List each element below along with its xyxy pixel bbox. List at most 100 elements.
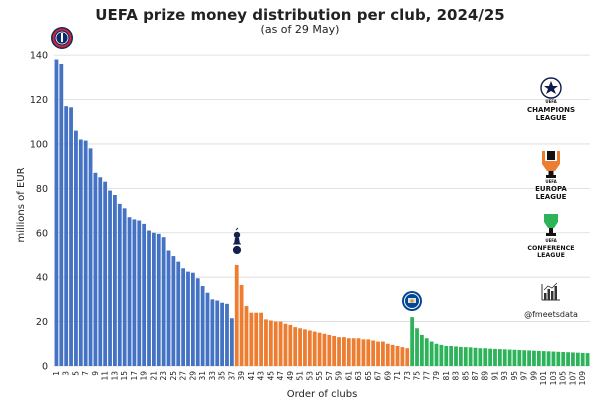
bar — [147, 230, 151, 366]
bar — [322, 333, 327, 366]
bar — [400, 347, 405, 366]
bar — [512, 349, 517, 366]
bar — [303, 329, 307, 366]
bar — [156, 233, 161, 366]
credit-handle: @fmeetsdata — [524, 310, 578, 319]
x-tick-label: 55 — [315, 371, 324, 381]
bar — [317, 332, 322, 366]
chart-title: UEFA prize money distribution per club, … — [95, 6, 504, 24]
x-tick-label: 77 — [422, 371, 431, 381]
x-tick-label: 19 — [140, 371, 149, 381]
europa-league-line2: LEAGUE — [536, 193, 567, 201]
x-tick-label: 7 — [81, 371, 90, 376]
bar — [171, 256, 176, 366]
europa-league-line1: EUROPA — [535, 185, 567, 193]
y-tick-label: 60 — [36, 228, 48, 239]
chart-subtitle: (as of 29 May) — [261, 23, 340, 36]
europa-league-logo: UEFA EUROPA LEAGUE — [535, 151, 567, 201]
bar — [312, 331, 317, 366]
bar — [142, 223, 147, 366]
bar — [454, 346, 458, 366]
x-tick-label: 9 — [91, 371, 100, 376]
bar — [176, 261, 181, 366]
europa-league-small: UEFA — [545, 179, 557, 184]
bar — [575, 352, 580, 366]
bar — [268, 320, 273, 366]
bar — [64, 106, 69, 367]
bar — [346, 338, 351, 366]
bar — [288, 324, 293, 366]
bar — [264, 319, 268, 366]
bar — [371, 340, 376, 366]
bar — [151, 232, 156, 366]
x-tick-label: 65 — [364, 371, 373, 381]
bar — [546, 351, 551, 366]
x-tick-label: 47 — [276, 371, 285, 381]
x-tick-label: 101 — [539, 371, 548, 386]
x-tick-label: 25 — [169, 371, 178, 381]
x-tick-label: 109 — [578, 371, 587, 386]
bar — [449, 346, 454, 366]
y-tick-label: 20 — [36, 317, 48, 328]
bar — [342, 337, 346, 366]
bar — [580, 352, 585, 366]
bar — [186, 271, 190, 366]
x-tick-label: 11 — [101, 371, 110, 381]
conference-league-line1: CONFERENCE — [527, 245, 574, 252]
bar — [502, 349, 507, 366]
bar — [200, 286, 205, 366]
chelsea-crest-icon — [402, 291, 422, 311]
bar — [585, 353, 590, 366]
bar — [517, 350, 522, 366]
bar — [493, 348, 497, 366]
bar — [488, 348, 493, 366]
x-tick-label: 107 — [568, 371, 577, 386]
x-tick-label: 95 — [510, 371, 519, 381]
bar — [434, 343, 439, 366]
tottenham-crest-icon — [232, 227, 242, 255]
bar — [205, 292, 210, 366]
bar — [181, 268, 186, 366]
bar — [390, 344, 395, 366]
bar — [254, 312, 259, 366]
x-tick-label: 17 — [130, 371, 139, 381]
x-tick-label: 61 — [344, 371, 353, 381]
x-tick-label: 1 — [52, 371, 61, 376]
bar — [366, 339, 371, 366]
champions-league-line1: CHAMPIONS — [527, 106, 575, 114]
bar — [117, 203, 122, 366]
x-tick-label: 15 — [120, 371, 129, 381]
champions-league-line2: LEAGUE — [536, 114, 567, 122]
bar — [507, 349, 512, 366]
bar — [571, 352, 575, 366]
bar — [54, 59, 59, 366]
y-axis-label: millions of EUR — [16, 167, 27, 242]
x-tick-label: 43 — [257, 371, 266, 381]
conference-league-logo: UEFA CONFERENCE LEAGUE — [527, 214, 575, 259]
bar — [536, 350, 541, 366]
bar — [220, 302, 225, 366]
conference-league-small: UEFA — [545, 238, 557, 243]
champions-league-small: UEFA — [545, 99, 557, 104]
x-tick-label: 71 — [393, 371, 402, 381]
bar — [108, 190, 112, 366]
x-tick-label: 73 — [403, 371, 412, 381]
x-tick-label: 87 — [471, 371, 480, 381]
x-tick-label: 49 — [286, 371, 295, 381]
psg-crest-icon — [51, 27, 73, 49]
x-tick-label: 33 — [208, 371, 217, 381]
x-tick-label: 79 — [432, 371, 441, 381]
y-tick-label: 0 — [42, 362, 48, 373]
bar — [234, 264, 239, 366]
y-tick-label: 120 — [30, 95, 48, 106]
bar — [283, 323, 288, 366]
x-tick-label: 51 — [296, 371, 305, 381]
bar — [332, 336, 337, 366]
x-tick-label: 35 — [218, 371, 227, 381]
bar — [229, 318, 234, 366]
x-tick-label: 21 — [149, 371, 158, 381]
x-tick-label: 5 — [71, 371, 80, 376]
bar — [532, 350, 536, 366]
bar — [69, 107, 73, 366]
